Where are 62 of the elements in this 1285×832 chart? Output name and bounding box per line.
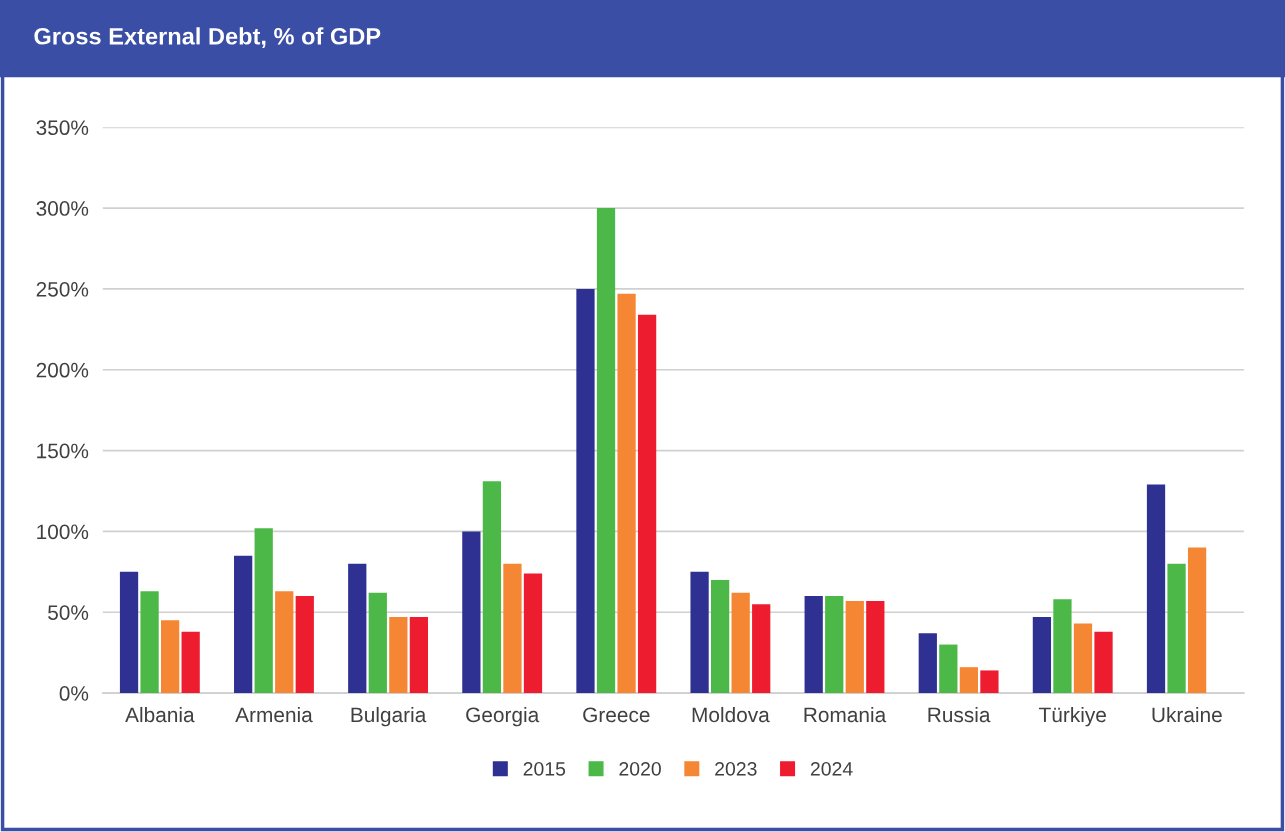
bar: [866, 600, 885, 694]
x-tick-label: Bulgaria: [351, 706, 427, 727]
bar: [731, 592, 750, 694]
bar: [1053, 599, 1072, 694]
bar: [1073, 623, 1093, 694]
x-tick-label: Türkiye: [1039, 706, 1106, 727]
bar: [523, 573, 543, 694]
bar: [161, 620, 180, 694]
bar: [711, 579, 730, 694]
y-tick-label: 350%: [36, 120, 89, 136]
bar: [348, 563, 367, 694]
bar: [1094, 631, 1113, 694]
bar: [637, 314, 657, 694]
bar: [140, 591, 159, 694]
y-tick-label: 150%: [37, 443, 89, 459]
x-tick-label: Romania: [804, 706, 887, 723]
x-tick-label: Russia: [928, 706, 991, 723]
x-tick-label: Georgia: [466, 706, 540, 727]
bar: [482, 481, 502, 694]
bar: [825, 596, 844, 694]
x-tick-label: Moldova: [692, 706, 770, 723]
legend-label: 2024: [810, 761, 853, 776]
bar: [939, 644, 958, 694]
bar: [1032, 617, 1052, 694]
bar: [804, 596, 823, 694]
legend-label: 2023: [715, 761, 757, 776]
y-tick-label: 50%: [48, 605, 89, 620]
x-tick-label: Greece: [583, 707, 650, 723]
bar: [845, 600, 864, 694]
x-tick-label: Ukraine: [1152, 706, 1222, 723]
bar: [254, 528, 273, 694]
bar: [119, 571, 139, 694]
bar: [368, 592, 387, 694]
x-tick-label: Albania: [125, 706, 195, 723]
bar: [1167, 563, 1186, 694]
y-tick-label: 0%: [59, 686, 89, 701]
legend-label: 2015: [523, 761, 566, 776]
bar: [980, 670, 999, 694]
bar: [503, 563, 522, 694]
x-tick-label: Armenia: [235, 706, 313, 723]
bar: [462, 531, 481, 694]
bar: [181, 631, 200, 694]
bar: [275, 591, 294, 694]
bar: [959, 667, 979, 694]
chart-title: Gross External Debt, % of GDP: [34, 27, 381, 49]
bar: [1146, 484, 1166, 694]
y-tick-label: 250%: [36, 281, 89, 297]
bar: [389, 617, 408, 694]
bar: [234, 555, 253, 694]
bar: [918, 633, 937, 694]
bar: [409, 617, 429, 694]
legend-label: 2020: [619, 761, 661, 776]
bar: [576, 288, 595, 694]
bar: [690, 571, 709, 694]
y-tick-label: 200%: [36, 362, 89, 378]
y-tick-label: 100%: [37, 524, 89, 540]
y-tick-label: 300%: [36, 201, 89, 216]
bar: [295, 596, 314, 694]
bar: [617, 293, 636, 694]
bar: [596, 208, 616, 694]
bar: [1187, 547, 1207, 694]
bar: [752, 604, 771, 694]
